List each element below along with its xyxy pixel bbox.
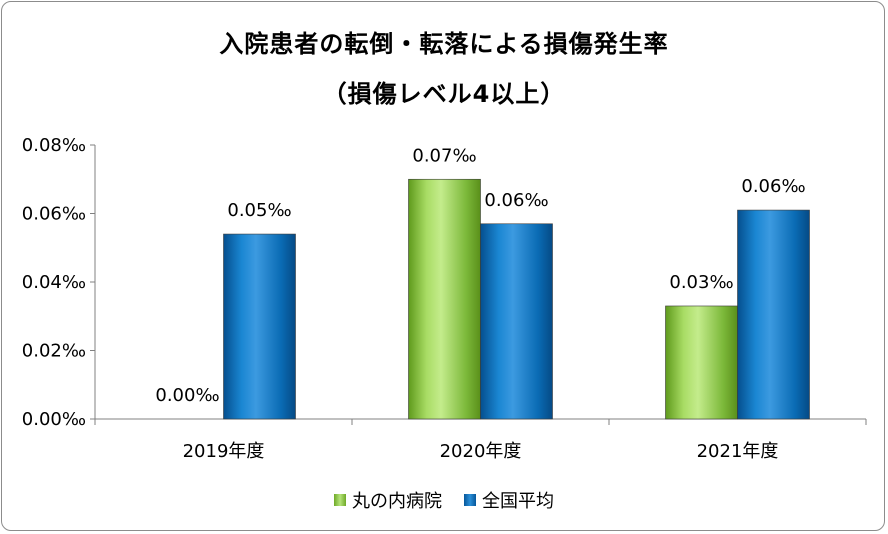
legend-item-series-1: 全国平均 <box>464 487 554 513</box>
chart-title: 入院患者の転倒・転落による損傷発生率 <box>219 30 669 58</box>
data-label: 0.06‰ <box>484 190 548 211</box>
x-tick-label: 2019年度 <box>183 441 265 462</box>
legend-swatch-blue <box>464 494 476 506</box>
legend-swatch-green <box>334 494 346 506</box>
legend-item-series-0: 丸の内病院 <box>334 487 442 513</box>
y-tick-label: 0.04‰ <box>22 272 86 293</box>
bar-blue-1 <box>480 223 553 420</box>
y-tick-label: 0.02‰ <box>22 341 86 362</box>
legend-label-series-1: 全国平均 <box>482 491 554 512</box>
data-label: 0.06‰ <box>741 176 805 197</box>
x-tick-label: 2021年度 <box>697 441 779 462</box>
bar-green-2 <box>665 305 738 420</box>
bar-blue-2 <box>737 209 810 420</box>
bar-green-1 <box>408 178 481 420</box>
data-label: 0.05‰ <box>227 200 291 221</box>
data-label: 0.07‰ <box>412 145 476 166</box>
x-tick-label: 2020年度 <box>440 441 522 462</box>
y-tick-label: 0.08‰ <box>22 135 86 156</box>
chart-subtitle: （損傷レベル4以上） <box>322 80 566 108</box>
y-tick-label: 0.00‰ <box>22 409 86 430</box>
bar-blue-0 <box>223 233 296 420</box>
y-tick-label: 0.06‰ <box>22 204 86 225</box>
legend-label-series-0: 丸の内病院 <box>352 491 442 512</box>
legend: 丸の内病院 全国平均 <box>0 487 888 513</box>
data-label: 0.03‰ <box>669 272 733 293</box>
data-label: 0.00‰ <box>155 385 219 406</box>
